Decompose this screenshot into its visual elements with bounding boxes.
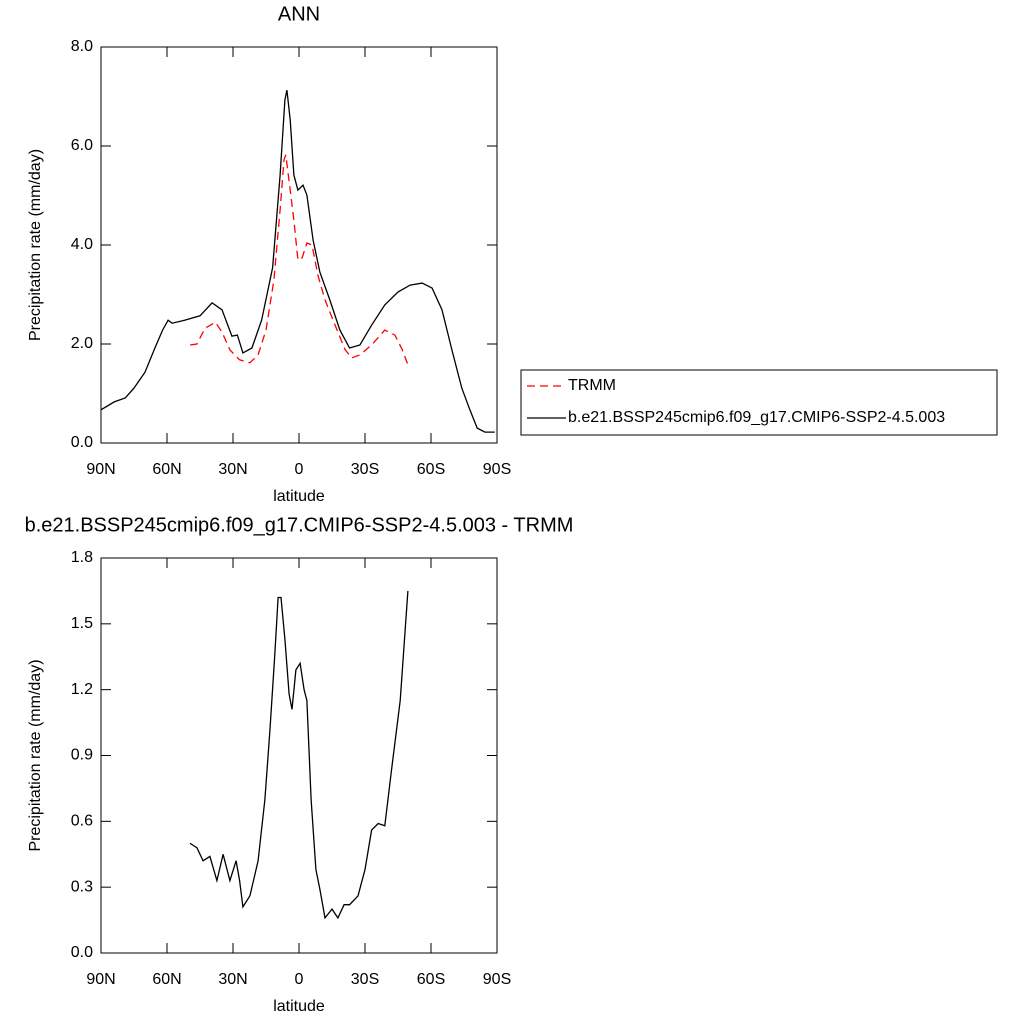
y-tick-label: 1.5	[71, 615, 93, 632]
x-axis-label: latitude	[273, 998, 325, 1015]
x-tick-label: 60S	[417, 461, 445, 478]
y-axis-label: Precipitation rate (mm/day)	[27, 149, 44, 341]
x-tick-label: 30S	[351, 971, 379, 988]
x-tick-label: 30S	[351, 461, 379, 478]
legend-label: b.e21.BSSP245cmip6.f09_g17.CMIP6-SSP2-4.…	[568, 409, 945, 426]
x-tick-label: 90S	[483, 971, 511, 988]
chart-title: b.e21.BSSP245cmip6.f09_g17.CMIP6-SSP2-4.…	[25, 514, 574, 536]
y-tick-label: 0.3	[71, 878, 93, 895]
x-tick-label: 60S	[417, 971, 445, 988]
y-tick-label: 0.6	[71, 813, 93, 830]
y-tick-label: 2.0	[71, 335, 93, 352]
series-line	[100, 89, 495, 433]
chart-title: ANN	[278, 3, 320, 25]
x-tick-label: 60N	[152, 971, 181, 988]
x-tick-label: 30N	[218, 461, 247, 478]
legend-label: TRMM	[568, 377, 616, 394]
plot-frame	[100, 557, 498, 954]
x-tick-label: 90N	[86, 971, 115, 988]
x-tick-label: 60N	[152, 461, 181, 478]
y-tick-label: 1.2	[71, 681, 93, 698]
y-tick-label: 6.0	[71, 137, 93, 154]
y-tick-label: 0.0	[71, 434, 93, 451]
y-tick-label: 0.0	[71, 944, 93, 961]
x-axis-label: latitude	[273, 488, 325, 505]
x-tick-label: 90S	[483, 461, 511, 478]
series-line	[190, 154, 409, 366]
x-tick-label: 90N	[86, 461, 115, 478]
y-axis-label: Precipitation rate (mm/day)	[27, 659, 44, 851]
x-tick-label: 0	[295, 461, 304, 478]
x-tick-label: 0	[295, 971, 304, 988]
y-tick-label: 4.0	[71, 236, 93, 253]
y-tick-label: 8.0	[71, 38, 93, 55]
y-tick-label: 1.8	[71, 549, 93, 566]
legend-box	[520, 369, 998, 436]
plot-frame	[100, 46, 498, 444]
series-line	[189, 590, 409, 920]
x-tick-label: 30N	[218, 971, 247, 988]
y-tick-label: 0.9	[71, 747, 93, 764]
